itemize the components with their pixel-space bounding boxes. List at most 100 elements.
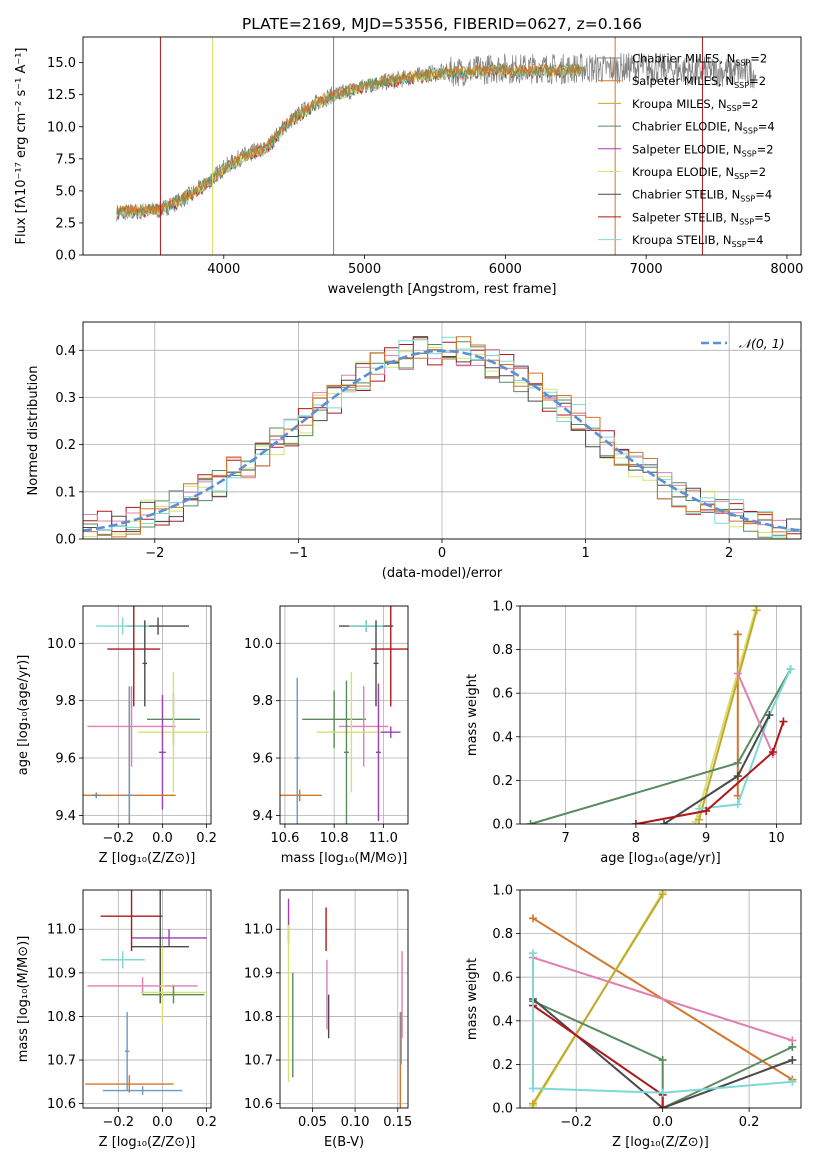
- error-bar-point: [96, 617, 150, 635]
- y-axis-label: mass [log₁₀(M/M⊙)]: [16, 936, 31, 1063]
- axes-frame: [519, 605, 802, 825]
- plus-marker: [658, 890, 667, 899]
- y-tick-label: 0.0: [492, 818, 513, 833]
- chart-weight_vs_z: −0.2 0.0 0.2 0.0 0.2 0.4 0.6 0.8 1.0 Z [log₁₀(Z/Z…: [465, 884, 802, 1150]
- legend-label-sub: SSP: [734, 172, 749, 181]
- error-bar-point: [87, 686, 176, 767]
- y-tick-label: 0.3: [55, 391, 76, 406]
- legend-label-sub: SSP: [727, 104, 742, 113]
- chart-mass_vs_z: −0.2 0.0 0.2 10.6 10.7 10.8 10.9 11.0 Z [log₁₀(Z…: [16, 889, 217, 1150]
- y-tick-label: 10.7: [47, 1054, 76, 1069]
- legend-label: 𝒩(0, 1): [739, 336, 785, 351]
- chart-spectrum: 4000 5000 6000 7000 8000 0.0 2.5 5.0 7.5 10.0 12.5…: [14, 15, 803, 297]
- plus-marker: [733, 800, 742, 809]
- plus-marker: [631, 820, 640, 824]
- chart-weight_vs_age: 7 8 9 10 0.0 0.2 0.4 0.6 0.8 1.0 age [log₁₀(age/yr…: [465, 600, 802, 866]
- y-axis-label: Normed distribution: [26, 366, 41, 496]
- legend-label-suffix: =4: [758, 120, 775, 134]
- legend-label-main: Salpeter MILES, N: [632, 74, 734, 88]
- legend-label: Salpeter MILES, NSSP=2: [632, 74, 766, 90]
- y-tick-label: 0.8: [492, 927, 513, 942]
- y-tick-label: 10.8: [244, 1010, 273, 1025]
- weight-line: [532, 893, 664, 1105]
- legend-label: Chabrier ELODIE, NSSP=4: [632, 120, 775, 136]
- x-tick-label: 8000: [770, 262, 803, 277]
- y-tick-label: 0.2: [492, 774, 513, 789]
- axes-frame: [82, 321, 802, 540]
- legend-label: Kroupa STELIB, NSSP=4: [632, 233, 763, 249]
- plus-marker: [752, 606, 761, 615]
- error-bar-point: [142, 985, 205, 1004]
- error-bar-point: [380, 726, 401, 738]
- legend-label-sub: SSP: [742, 149, 757, 158]
- legend-item: Salpeter STELIB, NSSP=5: [598, 210, 771, 226]
- x-tick-label: 4000: [207, 262, 240, 277]
- plus-marker: [765, 711, 774, 719]
- histogram-step: [83, 336, 801, 539]
- plus-marker: [660, 820, 669, 824]
- legend-item: Kroupa STELIB, NSSP=4: [598, 233, 763, 249]
- error-bar-point: [131, 929, 207, 947]
- error-bar-point: [107, 606, 161, 707]
- x-axis-label: mass [log₁₀(M/M⊙)]: [281, 851, 408, 866]
- axes-frame: [82, 36, 802, 256]
- error-bar-point: [160, 946, 165, 1026]
- chart-age_vs_mass: 10.6 10.8 11.0 9.4 9.6 9.8 10.0 mass [log₁₀(M/M…: [244, 605, 409, 866]
- y-tick-label: 11.0: [47, 923, 76, 938]
- weight-line: [698, 668, 792, 810]
- y-tick-label: 9.4: [55, 809, 76, 824]
- y-tick-label: 0.2: [492, 1058, 513, 1073]
- plus-marker: [528, 914, 537, 923]
- error-bar-point: [142, 620, 147, 707]
- y-tick-label: 0.4: [492, 1014, 513, 1029]
- x-tick-label: 11.0: [369, 831, 398, 846]
- plus-marker: [702, 806, 711, 815]
- error-bar-point: [87, 977, 198, 995]
- legend-label-suffix: =5: [754, 210, 771, 224]
- weight-line: [532, 1000, 793, 1108]
- y-tick-label: 0.0: [492, 1102, 513, 1117]
- error-bar-point: [316, 671, 386, 793]
- plus-marker: [695, 815, 704, 824]
- legend-label: Chabrier MILES, NSSP=2: [632, 52, 767, 68]
- x-tick-label: 0.2: [196, 831, 217, 846]
- y-tick-label: 11.0: [244, 923, 273, 938]
- plus-marker: [786, 665, 795, 674]
- plot-area-mass_vs_ebv: [280, 890, 408, 1108]
- x-tick-label: 7000: [630, 262, 663, 277]
- y-tick-label: 9.8: [252, 694, 273, 709]
- x-axis-label: Z [log₁₀(Z/Z⊙)]: [99, 851, 196, 866]
- error-bar-point: [91, 792, 101, 799]
- legend-label-sub: SSP: [734, 81, 749, 90]
- y-tick-label: 10.7: [244, 1054, 273, 1069]
- y-tick-label: 15.0: [47, 56, 76, 71]
- legend-label-main: Chabrier MILES, N: [632, 52, 735, 66]
- x-tick-label: 9: [702, 831, 710, 846]
- x-tick-label: 6000: [489, 262, 522, 277]
- y-tick-label: 10.0: [47, 637, 76, 652]
- error-bar-point: [100, 890, 163, 952]
- y-tick-label: 0.8: [492, 643, 513, 658]
- plus-marker: [658, 1104, 667, 1108]
- weight-line: [532, 953, 793, 1094]
- legend-item: Chabrier ELODIE, NSSP=4: [598, 120, 775, 136]
- y-tick-label: 10.6: [47, 1097, 76, 1112]
- y-axis-label: mass weight: [465, 674, 480, 756]
- x-tick-label: 0.2: [196, 1115, 217, 1130]
- y-tick-label: 5.0: [55, 184, 76, 199]
- x-tick-label: 0.05: [298, 1115, 327, 1130]
- error-bar-point: [138, 671, 209, 793]
- y-tick-label: 1.0: [492, 884, 513, 899]
- x-tick-label: 8: [632, 831, 640, 846]
- plus-marker: [528, 1099, 537, 1108]
- legend-label-suffix: =2: [749, 74, 766, 88]
- x-tick-label: 0.0: [152, 1115, 173, 1130]
- plus-marker: [733, 772, 742, 781]
- x-tick-label: 10.8: [320, 831, 349, 846]
- legend-label: Chabrier STELIB, NSSP=4: [632, 188, 772, 204]
- y-tick-label: 0.4: [492, 730, 513, 745]
- x-tick-label: 0: [438, 546, 446, 561]
- legend-label-sub: SSP: [735, 59, 750, 68]
- y-tick-label: 10.9: [244, 966, 273, 981]
